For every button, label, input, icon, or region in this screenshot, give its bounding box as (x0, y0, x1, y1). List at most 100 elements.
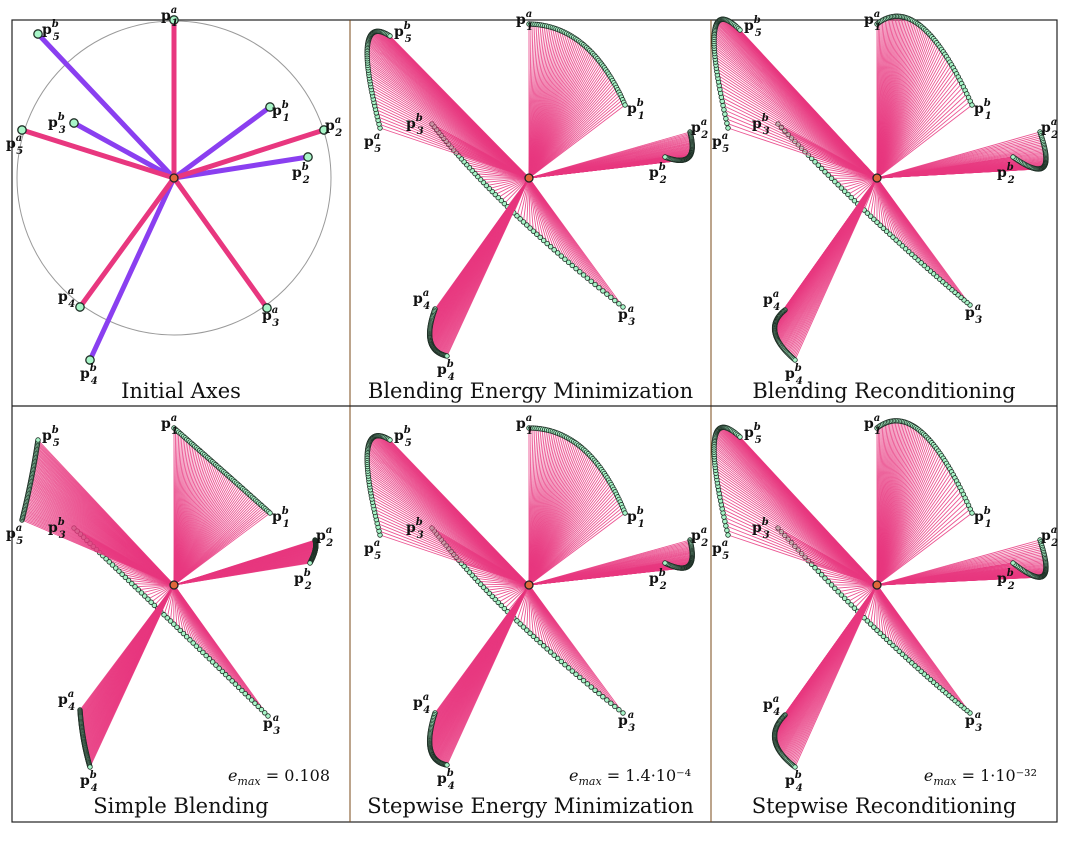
label-p4-b: pb 4 (80, 363, 98, 387)
label-p5-a: pa 5 (6, 523, 23, 547)
fan-1 (173, 428, 271, 586)
axis-a-3 (171, 175, 270, 311)
marker-b-2 (303, 152, 313, 162)
fan-4 (774, 177, 878, 361)
label-p4-a: pa 4 (763, 289, 780, 313)
fan-1 (876, 420, 973, 586)
axis-b-4 (87, 175, 177, 363)
label-p3-a: pa 3 (965, 302, 982, 326)
label-p1-b: pb 1 (272, 506, 290, 530)
label-p4-b: pb 4 (437, 768, 455, 792)
trajectory-2 (662, 537, 695, 571)
fan-5 (366, 30, 530, 179)
fan-3 (73, 527, 269, 717)
fan-1 (876, 16, 973, 179)
error-label: emax = 1·10⁻³² (924, 766, 1037, 788)
label-p3-b: pb 3 (752, 517, 770, 541)
trajectory-1 (874, 13, 975, 108)
label-p2-a: pa 2 (691, 525, 708, 549)
label-p3-b: pb 3 (752, 113, 770, 137)
trajectory-2 (307, 537, 319, 566)
marker-b-1 (265, 102, 275, 112)
marker-a-4 (75, 302, 85, 312)
label-p5-b: pb 5 (42, 19, 60, 43)
label-p5-b: pb 5 (394, 21, 412, 45)
panel-title: Stepwise Reconditioning (752, 794, 1017, 818)
label-p1-a: pa 1 (516, 9, 533, 33)
panel-title: Initial Axes (121, 379, 241, 403)
fan-1 (528, 24, 626, 179)
label-p4-b: pb 4 (80, 770, 98, 794)
marker-a-5 (17, 125, 27, 135)
panel-title: Simple Blending (93, 794, 269, 818)
panel-step-energy: pa 1 pa 2 pa 3 pa 4 pa 5 pb 1 pb 2 pb 3 pb 4 pb 5 Stepwise E… (364, 413, 708, 818)
label-p4-a: pa 4 (58, 286, 75, 310)
fan-2 (876, 131, 1047, 179)
axis-b-2 (171, 154, 311, 181)
label-p5-b: pb 5 (744, 422, 762, 446)
center-point (524, 580, 534, 590)
panel-title: Stepwise Energy Minimization (367, 794, 694, 818)
marker-a-3 (262, 303, 272, 313)
trajectory-1 (526, 425, 628, 516)
center-point (169, 580, 179, 590)
fan-2 (876, 539, 1047, 586)
panel-blend-energy: pa 1 pa 2 pa 3 pa 4 pa 5 pb 1 pb 2 pb 3 pb 4 pb 5 Blending E… (364, 9, 708, 403)
label-p4-b: pb 4 (785, 363, 803, 387)
label-p3-b: pb 3 (48, 517, 66, 541)
label-p3-b: pb 3 (406, 517, 424, 541)
fan-5 (21, 439, 175, 586)
label-p1-b: pb 1 (272, 100, 290, 124)
label-p2-a: pa 2 (691, 117, 708, 141)
trajectory-2 (662, 129, 695, 164)
label-p5-b: pb 5 (394, 425, 412, 449)
trajectory-1 (874, 418, 975, 516)
label-p1-b: pb 1 (627, 506, 645, 530)
label-p2-b: pb 2 (649, 568, 667, 592)
label-p1-a: pa 1 (161, 5, 178, 29)
label-p4-b: pb 4 (785, 770, 803, 794)
axis-a-5 (19, 127, 177, 181)
label-p2-b: pb 2 (997, 162, 1015, 186)
label-p4-a: pa 4 (58, 689, 75, 713)
label-p1-b: pb 1 (974, 98, 992, 122)
fan-4 (774, 584, 878, 768)
trajectory-5 (364, 28, 393, 131)
label-p5-a: pa 5 (712, 538, 729, 562)
panel-grid (11, 19, 1058, 823)
trajectory-3 (429, 121, 626, 310)
panel-title: Blending Reconditioning (752, 379, 1015, 403)
trajectory-3 (71, 525, 271, 719)
error-label: emax = 1.4·10⁻⁴ (569, 766, 691, 788)
axis-b-1 (171, 104, 273, 181)
label-p5-a: pa 5 (364, 538, 381, 562)
error-label: emax = 0.108 (228, 766, 330, 788)
trajectory-1 (171, 425, 273, 516)
label-p1-a: pa 1 (864, 9, 881, 33)
label-p2-a: pa 2 (1041, 525, 1058, 549)
marker-b-5 (33, 29, 43, 39)
fan-2 (173, 539, 316, 586)
marker-b-3 (69, 118, 79, 128)
label-p2-b: pb 2 (294, 568, 312, 592)
label-p1-a: pa 1 (161, 413, 178, 437)
label-p2-b: pb 2 (997, 568, 1015, 592)
trajectory-2 (1010, 537, 1049, 580)
fan-4 (429, 584, 530, 766)
fan-3 (777, 527, 971, 714)
fan-4 (429, 177, 530, 357)
fan-4 (79, 584, 175, 768)
label-p3-a: pa 3 (263, 713, 280, 737)
center-point (524, 173, 534, 183)
label-p2-a: pa 2 (325, 115, 342, 139)
label-p1-b: pb 1 (974, 506, 992, 530)
label-p2-a: pa 2 (316, 525, 333, 549)
label-p4-a: pa 4 (763, 694, 780, 718)
label-p3-a: pa 3 (965, 710, 982, 734)
label-p3-b: pb 3 (48, 112, 66, 136)
center-point (872, 580, 882, 590)
label-p1-a: pa 1 (516, 413, 533, 437)
label-p3-a: pa 3 (618, 304, 635, 328)
label-p4-a: pa 4 (413, 288, 430, 312)
